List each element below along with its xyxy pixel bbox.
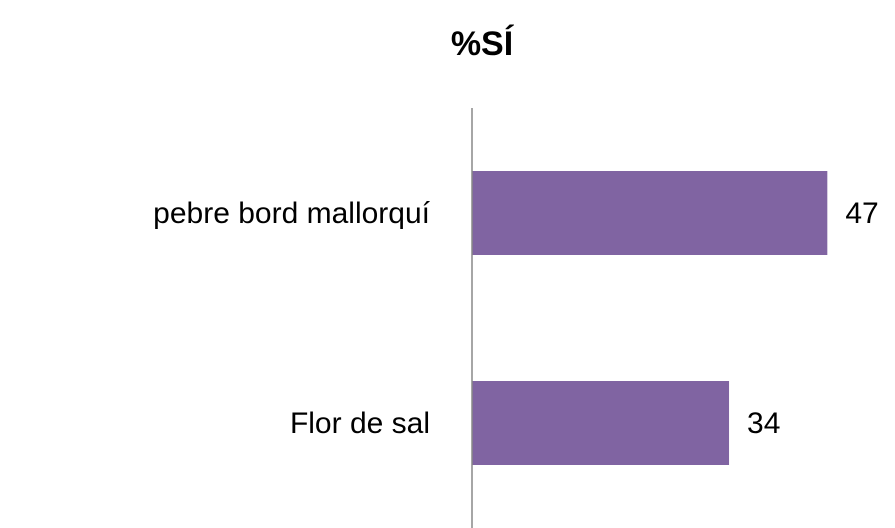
data-label: 47 <box>845 197 878 230</box>
chart-title: %SÍ <box>451 25 515 63</box>
data-label: 34 <box>747 407 780 440</box>
y-tick-label: Flor de sal <box>290 407 430 440</box>
bar <box>472 171 828 255</box>
bar <box>472 381 730 465</box>
y-tick-label: pebre bord mallorquí <box>153 197 430 230</box>
